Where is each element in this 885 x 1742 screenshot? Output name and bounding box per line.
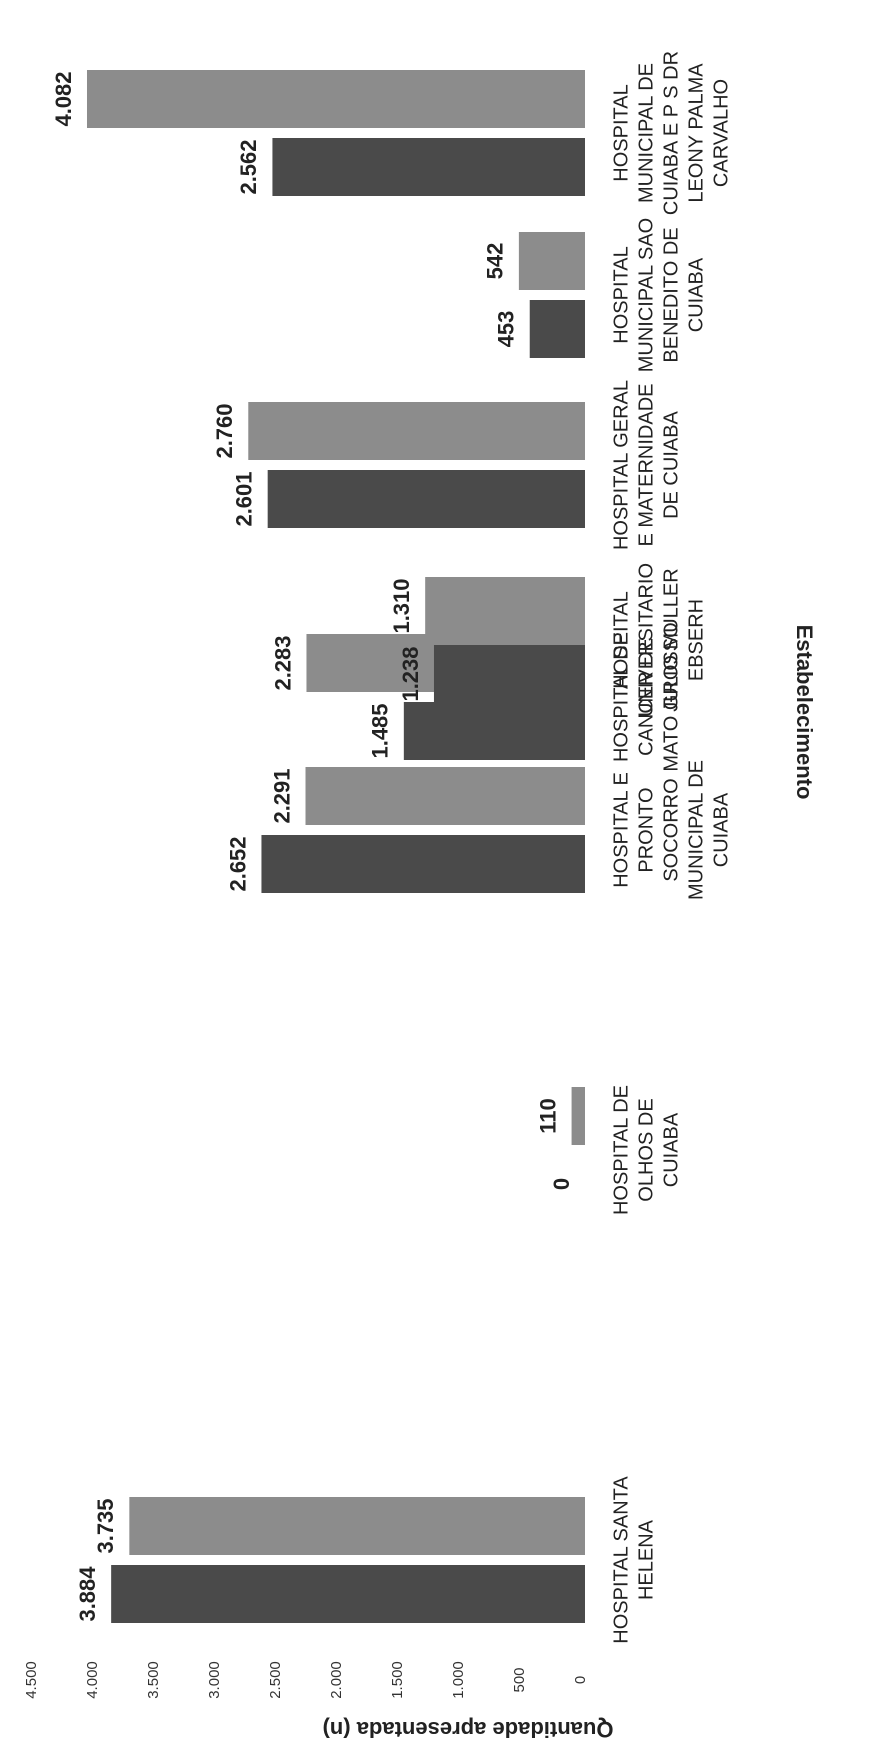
bar-value-label: 0: [549, 1178, 574, 1190]
category-axis-title: Estabelecimento: [792, 625, 817, 800]
tick-label: 4.500: [23, 1661, 40, 1699]
bar: [529, 300, 585, 358]
category-label: MUNICIPAL DE: [685, 760, 707, 900]
bar: [433, 645, 585, 703]
category-label: HOSPITAL SANTA: [610, 1476, 632, 1644]
bar-value-label: 110: [535, 1098, 560, 1134]
category-label: CUIABA E P S DR: [660, 51, 682, 215]
category-label: LEONY PALMA: [685, 63, 707, 203]
category-label: MATO GROSSO: [660, 622, 682, 771]
category-label: CUIABA: [710, 792, 732, 867]
bar: [403, 702, 585, 760]
bar-value-label: 2.283: [270, 635, 295, 690]
tick-label: 3.000: [206, 1661, 223, 1699]
bar: [248, 402, 585, 460]
bar: [425, 577, 585, 635]
bar: [305, 767, 585, 825]
category-label: HOSPITAL: [610, 591, 632, 688]
tick-label: 2.500: [267, 1661, 284, 1699]
bar-value-label: 2.760: [212, 403, 237, 458]
category-label: HOSPITAL: [610, 246, 632, 343]
tick-label: 4.000: [84, 1661, 101, 1699]
bar-value-label: 1.238: [398, 646, 423, 701]
bar-value-label: 2.601: [231, 471, 256, 526]
bar: [518, 232, 585, 290]
category-label: HOSPITAL DE: [610, 1085, 632, 1215]
value-axis-title: Quantidade apresentada (n): [323, 1717, 614, 1742]
tick-label: 3.500: [145, 1661, 162, 1699]
bar-value-label: 1.485: [368, 703, 393, 758]
category-label: HELENA: [635, 1519, 657, 1600]
category-label: HOSPITAL DE: [610, 632, 632, 762]
bar: [129, 1497, 585, 1555]
category-label: HOSPITAL E: [610, 772, 632, 888]
bar: [261, 835, 585, 893]
bar-value-label: 3.884: [75, 1566, 100, 1622]
bar-value-label: 3.735: [93, 1498, 118, 1553]
bar-value-label: 2.652: [225, 836, 250, 891]
category-label: CANCER DE: [635, 638, 657, 756]
category-label: OLHOS DE: [635, 1098, 657, 1201]
tick-label: 1.500: [389, 1661, 406, 1699]
bar: [571, 1087, 585, 1145]
category-label: DE CUIABA: [660, 410, 682, 518]
category-label: MUNICIPAL SAO: [635, 218, 657, 372]
category-label: CUIABA: [685, 257, 707, 332]
category-label: JULIO MULLER: [660, 568, 682, 711]
category-label: CARVALHO: [710, 79, 732, 187]
bar: [267, 470, 585, 528]
bar: [86, 70, 585, 128]
category-label: HOSPITAL GERAL: [610, 380, 632, 550]
bar-value-label: 2.562: [236, 139, 261, 194]
category-label: E MATERNIDADE: [635, 384, 657, 547]
category-label: UNIVERSITARIO: [635, 563, 657, 717]
category-label: EBSERH: [685, 599, 707, 681]
tick-label: 2.000: [328, 1661, 345, 1699]
tick-label: 500: [511, 1667, 528, 1692]
value-axis-ticks: 0 500 1.000 1.500 2.000 2.500 3.000 3.500 4.000 4…: [23, 1661, 589, 1699]
bar: [111, 1565, 585, 1623]
bar-value-labels: 3.884 3.735 0 110 2.652 2.291 1.485 2.283 1.238 1…: [51, 71, 574, 1621]
bar-value-label: 453: [494, 311, 519, 348]
category-label: SOCORRO: [660, 778, 682, 881]
category-label: HOSPITAL: [610, 84, 632, 181]
category-label: MUNICIPAL DE: [635, 63, 657, 203]
bar-value-label: 4.082: [51, 71, 76, 126]
bar: [272, 138, 585, 196]
tick-label: 0: [572, 1676, 589, 1684]
bar-value-label: 1.310: [389, 578, 414, 633]
category-label: CUIABA: [660, 1112, 682, 1187]
category-label: BENEDITO DE: [660, 227, 682, 362]
bars: [86, 70, 585, 1623]
category-label: PRONTO: [635, 787, 657, 872]
bar-value-label: 2.291: [269, 768, 294, 823]
bar-value-label: 542: [483, 243, 508, 280]
tick-label: 1.000: [450, 1661, 467, 1699]
